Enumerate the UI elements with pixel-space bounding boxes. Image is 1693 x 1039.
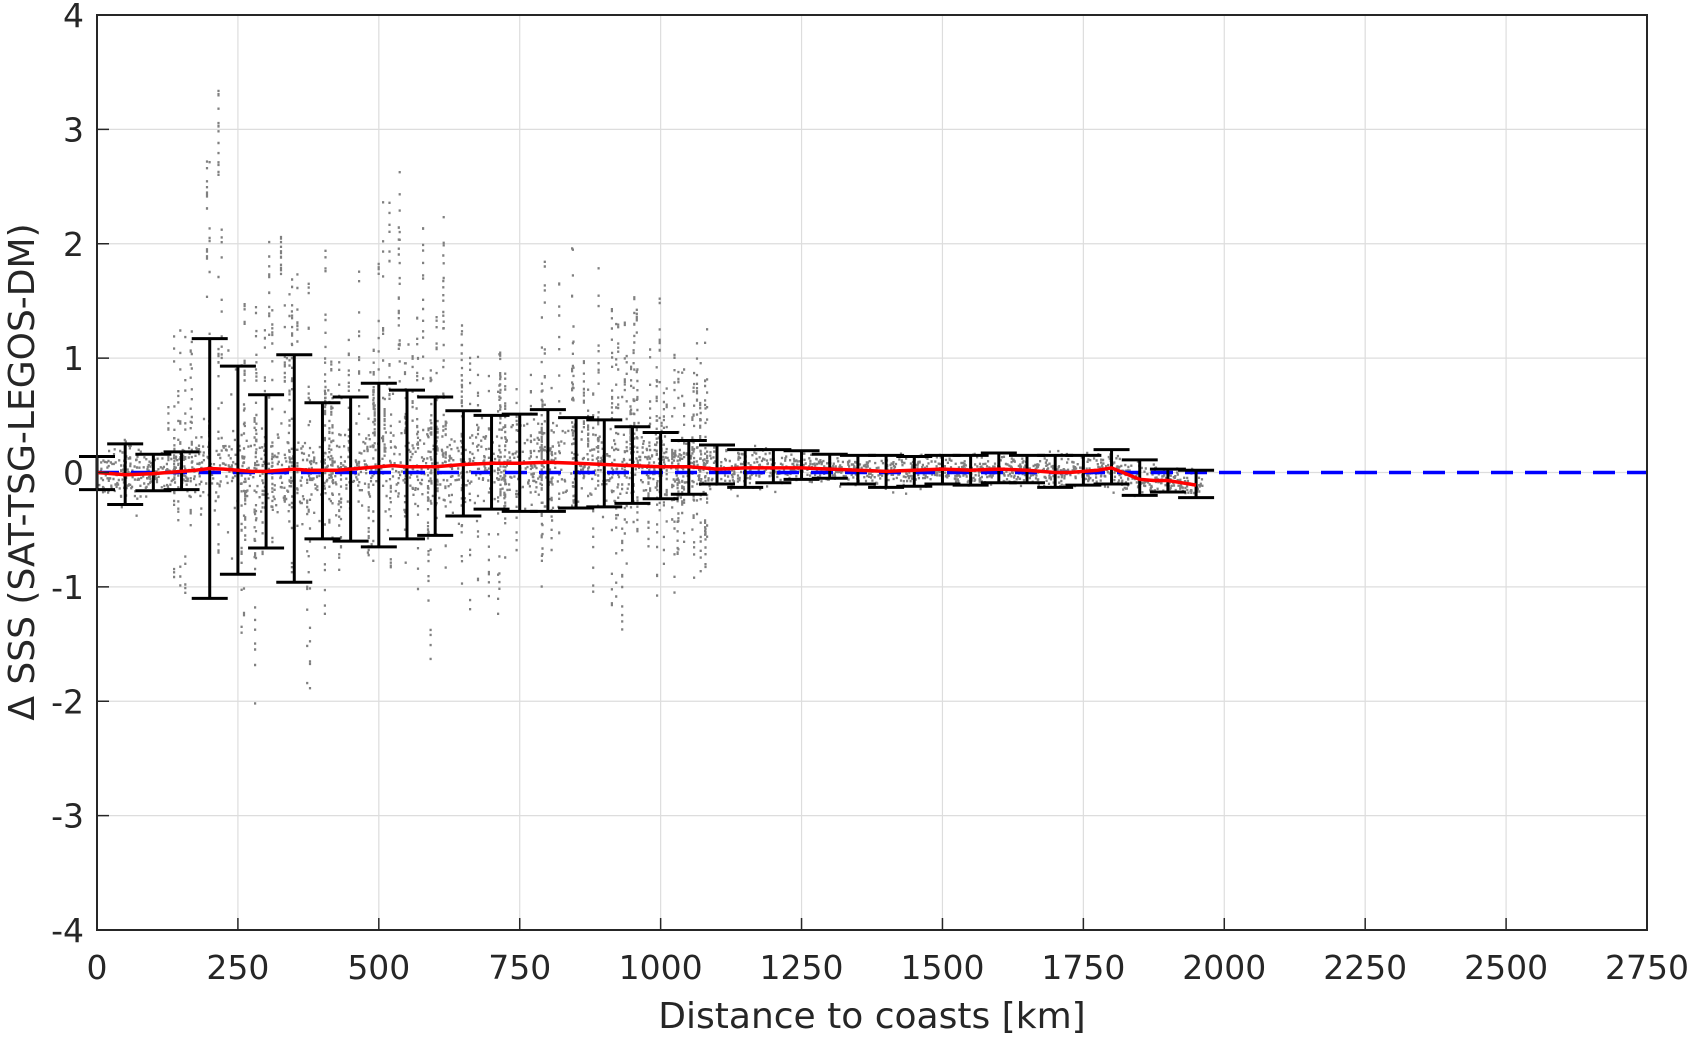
y-tick-label: -4 xyxy=(51,911,84,950)
y-tick-label: 0 xyxy=(63,454,84,493)
y-axis-label: Δ SSS (SAT-TSG-LEGOS-DM) xyxy=(2,223,43,720)
x-tick-label: 750 xyxy=(488,948,551,987)
x-tick-label: 2750 xyxy=(1605,948,1689,987)
y-tick-label: -3 xyxy=(51,797,84,836)
y-tick-label: 2 xyxy=(63,225,84,264)
x-tick-label: 2250 xyxy=(1323,948,1407,987)
x-tick-label: 1750 xyxy=(1041,948,1125,987)
x-tick-label: 500 xyxy=(347,948,410,987)
mean-line xyxy=(96,460,1197,487)
x-tick-label: 1000 xyxy=(619,948,703,987)
x-tick-label: 250 xyxy=(206,948,269,987)
y-tick-label: 3 xyxy=(63,110,84,149)
x-tick-label: 2000 xyxy=(1182,948,1266,987)
mean-curve xyxy=(96,460,1197,487)
x-tick-label: 2500 xyxy=(1464,948,1548,987)
x-tick-label: 1250 xyxy=(760,948,844,987)
y-tick-label: 4 xyxy=(63,0,84,35)
error-bar xyxy=(699,443,735,486)
axis-ticks: 0 250 500 750 1000 1250 1500 1750 2000 2250 2500 27… xyxy=(51,0,1689,987)
x-axis-label: Distance to coasts [km] xyxy=(658,996,1085,1035)
y-tick-label: 1 xyxy=(63,339,84,378)
x-tick-label: 1500 xyxy=(900,948,984,987)
y-tick-label: -1 xyxy=(51,568,84,607)
x-tick-label: 0 xyxy=(87,948,108,987)
y-tick-label: -2 xyxy=(51,682,84,721)
error-bar xyxy=(389,388,425,541)
